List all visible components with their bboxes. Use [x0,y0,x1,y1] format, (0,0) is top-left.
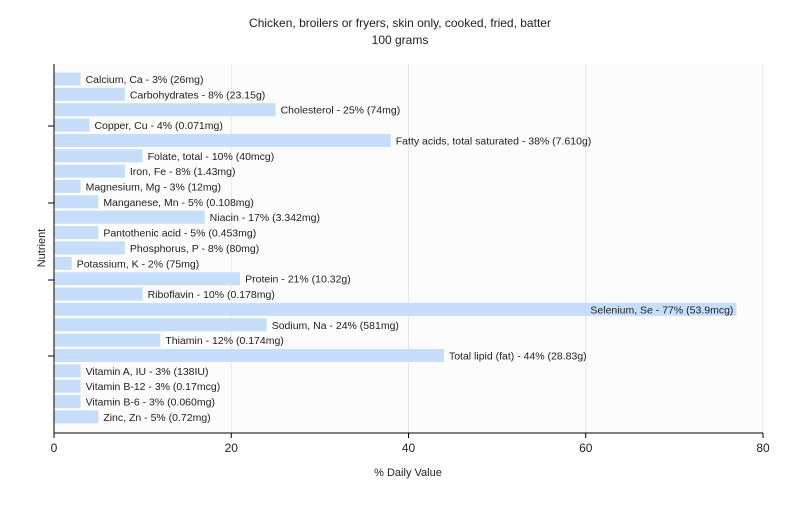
bar [54,241,125,255]
bar-label: Iron, Fe - 8% (1.43mg) [130,166,236,178]
bar [54,103,276,117]
bar [54,333,161,347]
bar-label: Manganese, Mn - 5% (0.108mg) [103,197,254,209]
bar-label: Phosphorus, P - 8% (80mg) [130,243,259,255]
bar-label: Riboflavin - 10% (0.178mg) [148,289,275,301]
bar-label: Carbohydrates - 8% (23.15g) [130,89,265,101]
bar-label: Vitamin B-12 - 3% (0.17mcg) [86,381,221,393]
bar [54,395,81,409]
bar-label: Vitamin B-6 - 3% (0.060mg) [86,397,215,409]
bars [54,72,737,424]
bar [54,302,737,316]
y-axis-title: Nutrient [36,229,48,268]
bar-label: Niacin - 17% (3.342mg) [210,212,320,224]
x-tick-label: 20 [225,441,239,455]
bar-label: Zinc, Zn - 5% (0.72mg) [103,412,210,424]
bar [54,318,267,332]
bar-label: Protein - 21% (10.32g) [245,274,351,286]
bar-label: Fatty acids, total saturated - 38% (7.61… [396,135,592,147]
bar [54,348,444,362]
x-tick-label: 40 [402,441,416,455]
bar [54,195,99,209]
bar-label: Magnesium, Mg - 3% (12mg) [86,182,221,194]
bar-label: Sodium, Na - 24% (581mg) [272,320,399,332]
bar [54,410,99,424]
axes: 0 20 40 60 80 [48,64,770,455]
bar [54,379,81,393]
bar [54,272,241,286]
bar [54,287,143,301]
bar-label: Copper, Cu - 4% (0.071mg) [94,120,222,132]
bar [54,364,81,378]
bar [54,149,143,163]
x-tick-label: 80 [756,441,770,455]
bar [54,133,391,147]
bar-label: Vitamin A, IU - 3% (138IU) [86,366,209,378]
bar [54,118,90,132]
bar [54,256,72,270]
bar [54,226,99,240]
bar [54,210,205,224]
bar-labels: Calcium, Ca - 3% (26mg) Carbohydrates - 8… [77,74,734,424]
bar-label: Pantothenic acid - 5% (0.453mg) [103,228,256,240]
bar-label: Thiamin - 12% (0.174mg) [165,335,283,347]
bar [54,164,125,178]
chart-title: Chicken, broilers or fryers, skin only, … [249,16,551,30]
bar [54,87,125,101]
bar [54,180,81,194]
bar-label: Potassium, K - 2% (75mg) [77,258,200,270]
bar-label: Cholesterol - 25% (74mg) [281,105,401,117]
bar-label: Total lipid (fat) - 44% (28.83g) [449,350,587,362]
x-axis-title: % Daily Value [374,467,442,479]
gridlines [230,64,764,433]
bar-label: Calcium, Ca - 3% (26mg) [86,74,204,86]
chart-subtitle: 100 grams [372,33,429,47]
x-tick-label: 60 [579,441,593,455]
x-tick-label: 0 [51,441,58,455]
bar [54,72,81,86]
bar-label: Folate, total - 10% (40mcg) [148,151,275,163]
bar-label: Selenium, Se - 77% (53.9mcg) [590,304,733,316]
